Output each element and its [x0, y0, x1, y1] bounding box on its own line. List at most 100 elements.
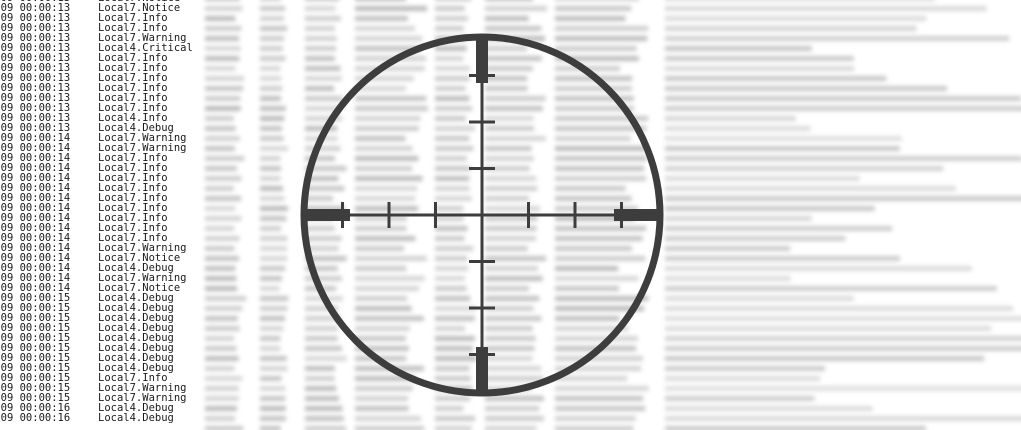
- log-facility-level: Local7.Info: [98, 192, 168, 204]
- log-facility-level: Local4.Debug: [98, 362, 174, 374]
- log-row: 3-09 00:00:16 Local4.Debug: [0, 413, 215, 424]
- reticle-post-left: [304, 209, 350, 221]
- blurred-text-fragment: [305, 276, 342, 281]
- blurred-text-fragment: [355, 246, 404, 251]
- blurred-text-fragment: [260, 6, 286, 11]
- log-timestamp: 3-09 00:00:15: [0, 352, 71, 364]
- log-facility-level: Local4.Debug: [98, 342, 174, 354]
- blurred-text-fragment: [665, 276, 791, 281]
- blurred-text-fragment: [260, 356, 287, 361]
- blurred-text-fragment: [205, 386, 239, 391]
- blurred-text-fragment: [555, 86, 632, 91]
- blurred-text-fragment: [305, 16, 341, 21]
- blurred-text-fragment: [355, 36, 423, 41]
- blurred-text-fragment: [665, 226, 893, 231]
- log-timestamp: 3-09 00:00:13: [0, 122, 71, 134]
- blurred-text-fragment: [555, 126, 647, 131]
- blurred-text-fragment: [305, 306, 339, 311]
- log-timestamp: 3-09 00:00:14: [0, 252, 71, 264]
- log-row: 3-09 00:00:14 Local4.Debug: [0, 263, 215, 274]
- blurred-text-fragment: [355, 156, 419, 161]
- blurred-text-fragment: [555, 186, 626, 191]
- blurred-text-fragment: [435, 326, 466, 331]
- log-timestamp: 3-09 00:00:15: [0, 342, 71, 354]
- blurred-text-fragment: [260, 416, 286, 421]
- blurred-text-fragment: [260, 136, 284, 141]
- blurred-text-fragment: [355, 136, 406, 141]
- blurred-text-fragment: [355, 16, 408, 21]
- blurred-text-fragment: [355, 226, 407, 231]
- log-timestamp: 3-09 00:00:15: [0, 332, 71, 344]
- blurred-text-fragment: [485, 256, 546, 261]
- blurred-text-fragment: [205, 406, 237, 411]
- blurred-text-fragment: [355, 406, 409, 411]
- log-row: 3-09 00:00:13 Local4.Critical: [0, 43, 215, 54]
- blurred-text-fragment: [205, 86, 243, 91]
- blurred-text-fragment: [435, 66, 470, 71]
- blurred-text-fragment: [355, 396, 409, 401]
- blurred-text-fragment: [305, 206, 345, 211]
- blurred-text-fragment: [485, 46, 528, 51]
- blurred-text-fragment: [305, 266, 338, 271]
- log-timestamp: 3-09 00:00:13: [0, 52, 71, 64]
- blurred-text-fragment: [205, 366, 235, 371]
- blurred-text-fragment: [260, 286, 280, 291]
- blurred-text-fragment: [205, 296, 247, 301]
- blurred-text-fragment: [665, 176, 860, 181]
- blurred-text-fragment: [260, 126, 282, 131]
- blurred-text-fragment: [305, 316, 341, 321]
- log-row: 3-09 00:00:13 Local4.Debug: [0, 122, 215, 134]
- blurred-text-fragment: [485, 126, 535, 131]
- blurred-text-fragment: [205, 46, 241, 51]
- log-facility-level: Local4.Debug: [98, 122, 174, 134]
- log-facility-level: Local7.Notice: [98, 282, 181, 294]
- blurred-text-fragment: [555, 396, 644, 401]
- blurred-text-fragment: [665, 26, 917, 31]
- blurred-text-fragment: [555, 246, 632, 251]
- log-timestamp: 3-09 00:00:14: [0, 152, 71, 164]
- blurred-text-fragment: [555, 336, 638, 341]
- blurred-text-fragment: [665, 6, 987, 11]
- blurred-text-fragment: [260, 276, 282, 281]
- blurred-text-fragment: [665, 186, 956, 191]
- log-facility-level: Local4.Debug: [98, 292, 174, 304]
- blurred-text-fragment: [555, 96, 634, 101]
- blurred-text-fragment: [555, 16, 626, 21]
- blurred-text-fragment: [205, 16, 236, 21]
- blurred-text-fragment: [260, 396, 286, 401]
- blurred-text-fragment: [485, 26, 542, 31]
- blurred-text-fragment: [205, 36, 240, 41]
- blurred-text-fragment: [305, 106, 340, 111]
- log-timestamp: 3-09 00:00:14: [0, 242, 71, 254]
- log-row: 3-09 00:00:15 Local4.Debug: [0, 313, 215, 324]
- blurred-text-fragment: [355, 176, 423, 181]
- blurred-text-fragment: [260, 216, 287, 221]
- log-timestamp: 3-09 00:00:13: [0, 82, 71, 94]
- blurred-text-fragment: [260, 246, 287, 251]
- blurred-text-fragment: [665, 316, 1021, 321]
- log-row: 3-09 00:00:13 Local7.Info: [0, 93, 215, 104]
- blurred-text-fragment: [355, 6, 427, 11]
- blurred-text-fragment: [485, 176, 537, 181]
- blurred-text-fragment: [355, 346, 409, 351]
- log-timestamp: 3-09 00:00:15: [0, 292, 71, 304]
- blurred-text-fragment: [665, 36, 1010, 41]
- log-facility-level: Local4.Info: [98, 112, 168, 124]
- log-facility-level: Local7.Warning: [98, 132, 187, 144]
- reticle-post-top: [476, 37, 488, 83]
- blurred-text-fragment: [305, 116, 343, 121]
- blurred-text-fragment: [485, 86, 528, 91]
- log-timestamp: 3-09 00:00:14: [0, 192, 71, 204]
- blurred-text-fragment: [355, 236, 416, 241]
- blurred-text-fragment: [305, 186, 345, 191]
- log-facility-level: Local7.Info: [98, 102, 168, 114]
- blurred-text-fragment: [305, 66, 341, 71]
- blurred-text-fragment: [260, 346, 281, 351]
- blurred-text-fragment: [355, 26, 415, 31]
- blurred-text-fragment: [485, 6, 548, 11]
- blurred-text-fragment: [555, 226, 647, 231]
- blurred-text-fragment: [305, 36, 337, 41]
- log-row: 3-09 00:00:13 Local7.Info: [0, 52, 215, 64]
- blurred-text-fragment: [435, 236, 465, 241]
- log-row: 3-09 00:00:13 Local4.Info: [0, 112, 215, 124]
